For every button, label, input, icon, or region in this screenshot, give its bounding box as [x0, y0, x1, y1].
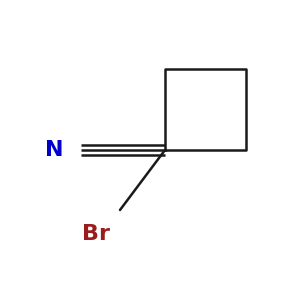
Text: Br: Br [82, 224, 110, 244]
Text: N: N [45, 140, 63, 160]
